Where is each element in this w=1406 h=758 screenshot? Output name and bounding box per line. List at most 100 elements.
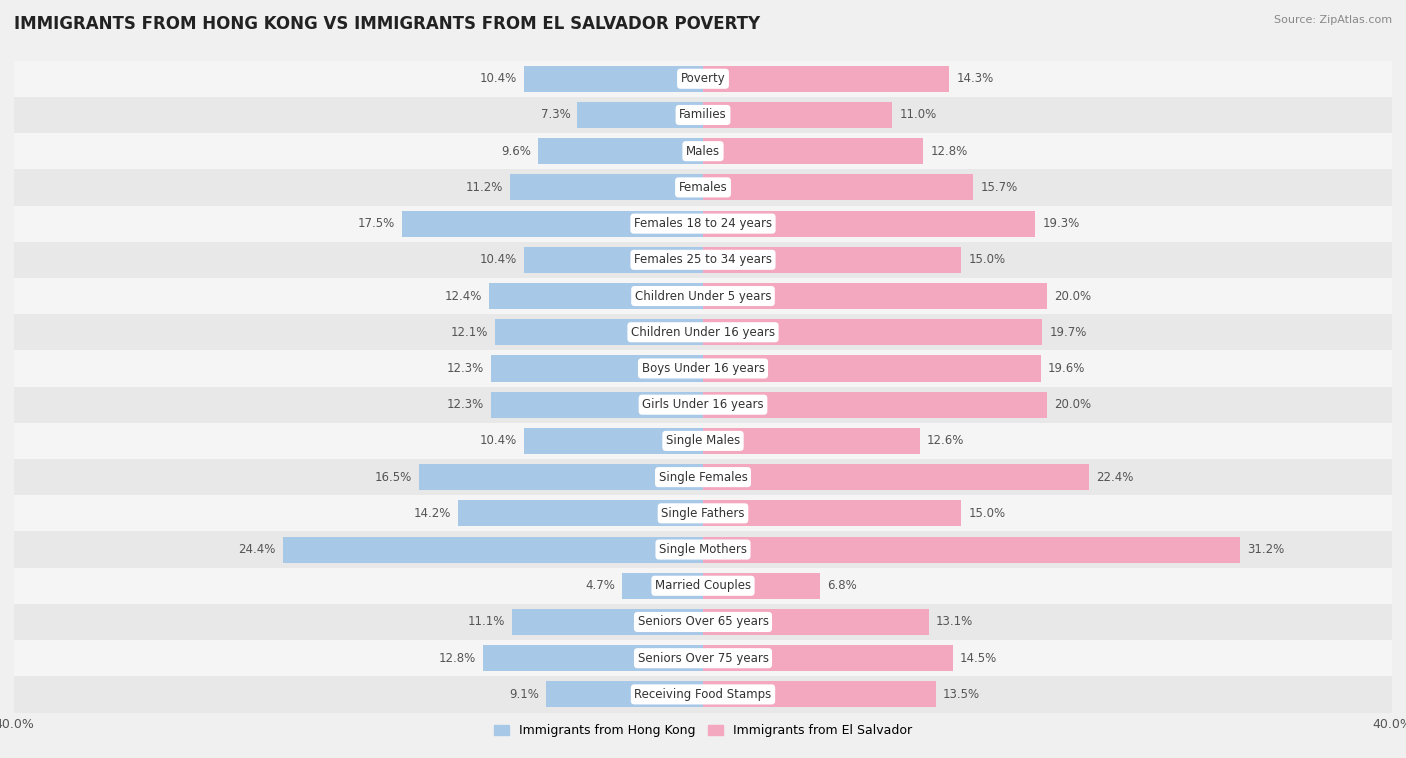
Text: Children Under 16 years: Children Under 16 years — [631, 326, 775, 339]
Text: Females 25 to 34 years: Females 25 to 34 years — [634, 253, 772, 266]
Text: Married Couples: Married Couples — [655, 579, 751, 592]
Text: Source: ZipAtlas.com: Source: ZipAtlas.com — [1274, 15, 1392, 25]
Text: 14.5%: 14.5% — [960, 652, 997, 665]
Bar — [524, 247, 703, 273]
Bar — [621, 573, 703, 599]
Bar — [703, 428, 920, 454]
Bar — [578, 102, 703, 128]
Text: 31.2%: 31.2% — [1247, 543, 1285, 556]
Text: 14.3%: 14.3% — [956, 72, 994, 85]
Text: 13.5%: 13.5% — [942, 688, 980, 701]
Text: Females 18 to 24 years: Females 18 to 24 years — [634, 217, 772, 230]
Text: Males: Males — [686, 145, 720, 158]
Text: 17.5%: 17.5% — [357, 217, 395, 230]
Bar — [703, 319, 1042, 346]
Bar — [14, 387, 1392, 423]
Bar — [489, 283, 703, 309]
Bar — [419, 464, 703, 490]
Bar — [14, 531, 1392, 568]
Bar — [495, 319, 703, 346]
Text: 10.4%: 10.4% — [479, 253, 517, 266]
Text: Single Females: Single Females — [658, 471, 748, 484]
Text: 12.8%: 12.8% — [439, 652, 475, 665]
Text: 19.7%: 19.7% — [1049, 326, 1087, 339]
Bar — [703, 247, 962, 273]
Bar — [482, 645, 703, 672]
Text: 20.0%: 20.0% — [1054, 290, 1091, 302]
Text: Boys Under 16 years: Boys Under 16 years — [641, 362, 765, 375]
Text: 4.7%: 4.7% — [585, 579, 616, 592]
Text: 16.5%: 16.5% — [374, 471, 412, 484]
Text: 20.0%: 20.0% — [1054, 398, 1091, 411]
Bar — [458, 500, 703, 526]
Bar — [14, 242, 1392, 278]
Text: 14.2%: 14.2% — [415, 507, 451, 520]
Bar — [14, 350, 1392, 387]
Bar — [14, 278, 1392, 314]
Bar — [537, 138, 703, 164]
Bar — [703, 356, 1040, 381]
Bar — [14, 61, 1392, 97]
Text: Girls Under 16 years: Girls Under 16 years — [643, 398, 763, 411]
Bar — [14, 314, 1392, 350]
Text: 9.6%: 9.6% — [501, 145, 531, 158]
Bar — [703, 500, 962, 526]
Text: Poverty: Poverty — [681, 72, 725, 85]
Text: 19.6%: 19.6% — [1047, 362, 1085, 375]
Text: 15.0%: 15.0% — [969, 253, 1005, 266]
Bar — [524, 66, 703, 92]
Bar — [703, 573, 820, 599]
Text: Families: Families — [679, 108, 727, 121]
Text: 9.1%: 9.1% — [509, 688, 540, 701]
Bar — [491, 356, 703, 381]
Text: Females: Females — [679, 181, 727, 194]
Text: Seniors Over 65 years: Seniors Over 65 years — [637, 615, 769, 628]
Text: 13.1%: 13.1% — [935, 615, 973, 628]
Bar — [14, 169, 1392, 205]
Bar — [703, 283, 1047, 309]
Bar — [703, 211, 1035, 236]
Text: 22.4%: 22.4% — [1095, 471, 1133, 484]
Bar — [703, 174, 973, 200]
Bar — [14, 459, 1392, 495]
Text: 24.4%: 24.4% — [239, 543, 276, 556]
Bar — [524, 428, 703, 454]
Bar — [703, 66, 949, 92]
Text: 15.7%: 15.7% — [980, 181, 1018, 194]
Legend: Immigrants from Hong Kong, Immigrants from El Salvador: Immigrants from Hong Kong, Immigrants fr… — [489, 719, 917, 742]
Text: 12.1%: 12.1% — [450, 326, 488, 339]
Bar — [703, 537, 1240, 562]
Text: 12.3%: 12.3% — [447, 398, 484, 411]
Text: Seniors Over 75 years: Seniors Over 75 years — [637, 652, 769, 665]
Text: 15.0%: 15.0% — [969, 507, 1005, 520]
Bar — [491, 392, 703, 418]
Bar — [14, 205, 1392, 242]
Text: IMMIGRANTS FROM HONG KONG VS IMMIGRANTS FROM EL SALVADOR POVERTY: IMMIGRANTS FROM HONG KONG VS IMMIGRANTS … — [14, 15, 761, 33]
Text: 12.8%: 12.8% — [931, 145, 967, 158]
Bar — [703, 464, 1088, 490]
Text: Receiving Food Stamps: Receiving Food Stamps — [634, 688, 772, 701]
Bar — [14, 97, 1392, 133]
Text: Single Fathers: Single Fathers — [661, 507, 745, 520]
Bar — [510, 174, 703, 200]
Bar — [547, 681, 703, 707]
Bar — [703, 102, 893, 128]
Text: 12.3%: 12.3% — [447, 362, 484, 375]
Text: 7.3%: 7.3% — [541, 108, 571, 121]
Text: Single Mothers: Single Mothers — [659, 543, 747, 556]
Text: Children Under 5 years: Children Under 5 years — [634, 290, 772, 302]
Text: Single Males: Single Males — [666, 434, 740, 447]
Text: 11.2%: 11.2% — [465, 181, 503, 194]
Bar — [703, 681, 935, 707]
Bar — [703, 609, 928, 635]
Bar — [283, 537, 703, 562]
Bar — [14, 640, 1392, 676]
Bar — [14, 568, 1392, 604]
Text: 10.4%: 10.4% — [479, 434, 517, 447]
Bar — [512, 609, 703, 635]
Bar — [14, 604, 1392, 640]
Text: 12.6%: 12.6% — [927, 434, 965, 447]
Bar — [402, 211, 703, 236]
Text: 12.4%: 12.4% — [446, 290, 482, 302]
Bar — [703, 138, 924, 164]
